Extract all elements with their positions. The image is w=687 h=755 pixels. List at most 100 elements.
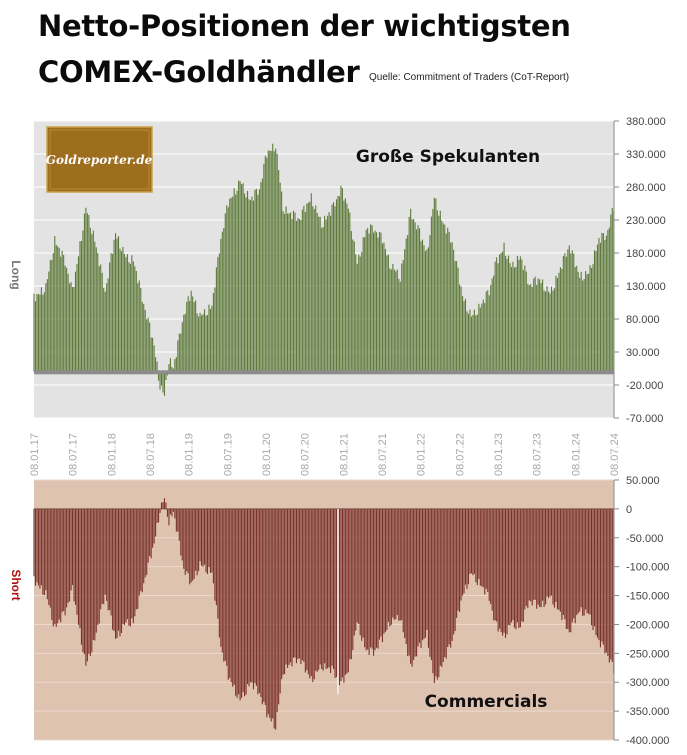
bar (107, 508, 109, 611)
bar (553, 288, 556, 372)
bar (98, 266, 100, 372)
bar (291, 508, 293, 667)
bar (545, 291, 547, 372)
bar (350, 508, 352, 660)
bar (524, 508, 526, 610)
bar (257, 194, 259, 372)
bar (601, 508, 603, 642)
bar (169, 358, 171, 372)
bar (368, 233, 370, 372)
bar (395, 508, 397, 620)
bar (334, 206, 336, 372)
bar (123, 508, 126, 625)
bar (300, 219, 302, 372)
bar (370, 224, 372, 372)
bar (73, 508, 75, 602)
bar (135, 270, 137, 372)
bar (583, 508, 585, 616)
bar (165, 502, 167, 509)
bar (57, 508, 59, 624)
bar (565, 256, 567, 372)
bar (248, 508, 250, 687)
bar (45, 283, 47, 372)
bar (318, 508, 320, 670)
bar (420, 241, 422, 372)
bar (473, 309, 475, 372)
bar (528, 508, 530, 601)
bar (383, 242, 385, 372)
bar (506, 258, 508, 372)
bar (313, 508, 315, 680)
bar (461, 508, 464, 596)
bar (596, 244, 599, 372)
bar (344, 198, 346, 372)
bar (527, 283, 529, 372)
bar (405, 238, 407, 372)
bar (592, 508, 594, 631)
bar (362, 508, 364, 638)
bar (611, 508, 613, 662)
bar (426, 508, 428, 630)
bar (404, 508, 406, 639)
bar (540, 283, 542, 372)
bar (113, 239, 115, 372)
bar (448, 231, 450, 372)
bar (275, 148, 277, 372)
bar (122, 508, 124, 625)
bar (500, 253, 502, 372)
bar (573, 253, 575, 372)
bar (365, 508, 367, 651)
bar (401, 263, 403, 372)
bar (352, 239, 354, 372)
bar (464, 508, 467, 585)
bar (519, 508, 521, 628)
bar (252, 508, 255, 690)
bar (95, 508, 97, 633)
bar (180, 508, 182, 556)
bar (110, 508, 112, 616)
y-tick-label: -100.000 (626, 562, 669, 574)
bar (248, 199, 250, 372)
bar (67, 273, 69, 372)
bar (206, 315, 209, 372)
bar (521, 259, 523, 372)
bar (70, 508, 72, 591)
bar (349, 212, 351, 372)
x-tick-label: 08.01.24 (570, 433, 582, 476)
bar (435, 508, 437, 677)
bar (582, 280, 584, 372)
bar (205, 315, 207, 372)
bar (490, 508, 492, 605)
bar (337, 195, 339, 372)
y-tick-label: 50.000 (626, 475, 660, 487)
bar (454, 508, 456, 631)
bar (77, 508, 80, 625)
bar (264, 155, 266, 372)
bar (281, 191, 283, 372)
bar (515, 266, 517, 372)
bar (307, 202, 309, 372)
bar (547, 291, 550, 372)
page-title-line-1: Netto-Positionen der wichtigsten (38, 9, 571, 43)
bar (427, 247, 429, 372)
bar (94, 508, 96, 641)
bar (426, 249, 428, 372)
bar (101, 508, 103, 604)
y-tick-label: -20.000 (626, 380, 663, 392)
bar (279, 182, 281, 372)
bar (370, 508, 372, 648)
bar (507, 255, 510, 372)
bar (456, 508, 458, 618)
bar (393, 269, 395, 372)
bar (316, 508, 318, 672)
bar (472, 508, 474, 576)
bar (367, 228, 369, 372)
bar (58, 247, 60, 372)
bar (298, 508, 300, 659)
bar (543, 508, 545, 608)
bar (131, 255, 133, 372)
bar (553, 508, 556, 608)
bar (217, 508, 219, 619)
bar (408, 508, 410, 656)
bar (112, 253, 114, 372)
